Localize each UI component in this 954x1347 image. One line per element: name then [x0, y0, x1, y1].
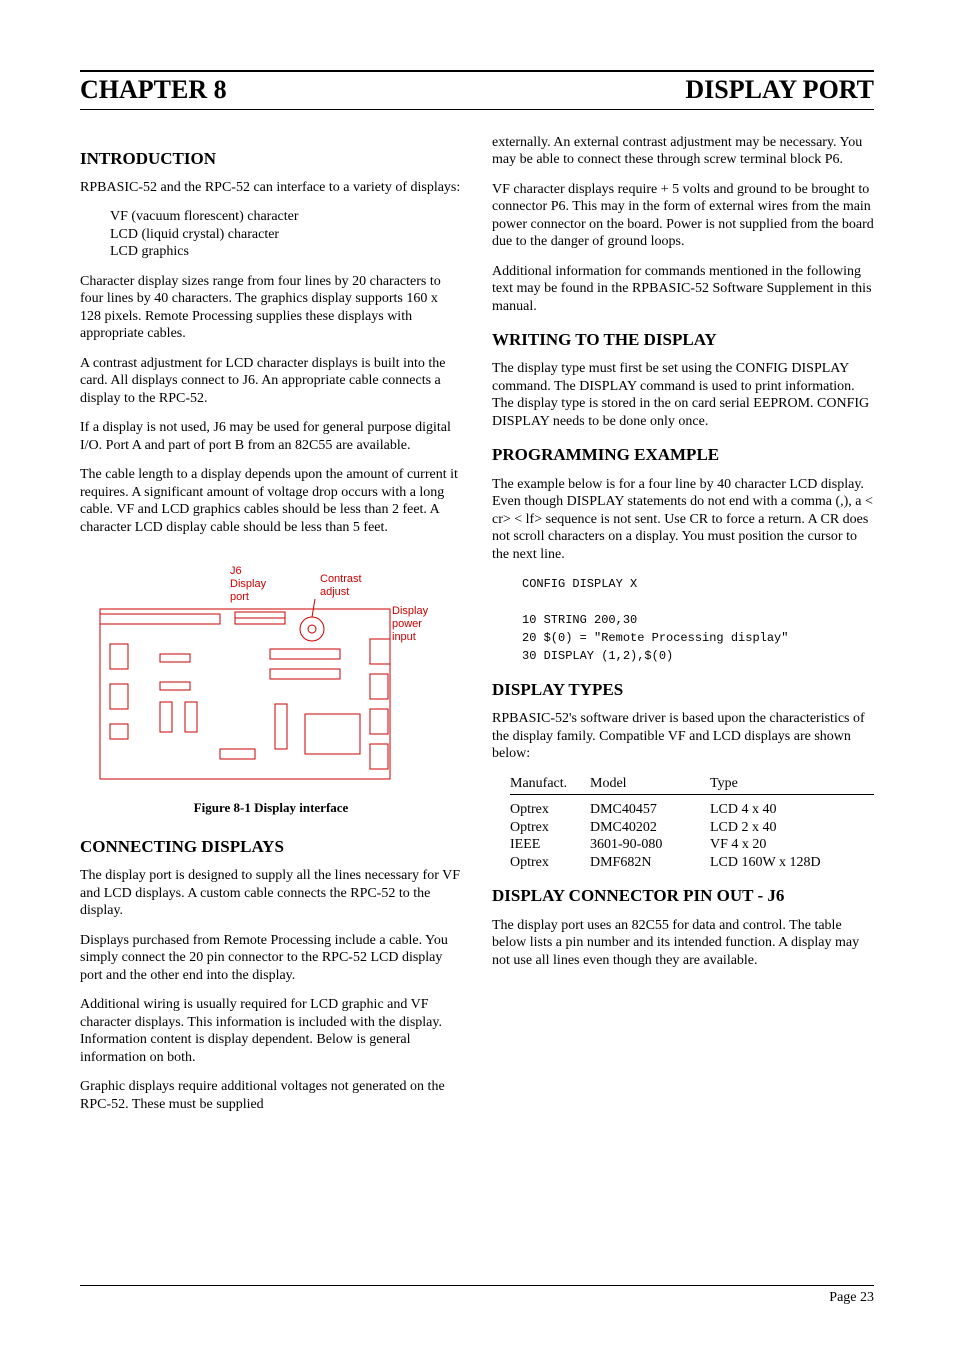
body-text: The cable length to a display depends up… [80, 466, 462, 536]
writing-heading: WRITING TO THE DISPLAY [492, 329, 874, 350]
display-types-heading: DISPLAY TYPES [492, 679, 874, 700]
left-column: INTRODUCTION RPBASIC-52 and the RPC-52 c… [80, 134, 462, 1126]
table-cell: IEEE [510, 836, 590, 854]
body-text: The display type must first be set using… [492, 360, 874, 430]
table-row: Optrex DMC40202 LCD 2 x 40 [510, 819, 874, 837]
body-text: The display port uses an 82C55 for data … [492, 917, 874, 970]
table-cell: DMF682N [590, 854, 710, 872]
table-cell: VF 4 x 20 [710, 836, 874, 854]
connecting-heading: CONNECTING DISPLAYS [80, 836, 462, 857]
code-example: CONFIG DISPLAY X 10 STRING 200,30 20 $(0… [522, 575, 874, 665]
table-row: Optrex DMF682N LCD 160W x 128D [510, 854, 874, 872]
table-cell: Optrex [510, 819, 590, 837]
list-item: VF (vacuum florescent) character [110, 208, 462, 226]
introduction-heading: INTRODUCTION [80, 148, 462, 169]
figure-caption: Figure 8-1 Display interface [80, 800, 462, 816]
table-cell: Optrex [510, 801, 590, 819]
body-text: VF character displays require + 5 volts … [492, 181, 874, 251]
table-header: Type [710, 775, 874, 793]
diagram-label: port [230, 591, 249, 603]
body-text: If a display is not used, J6 may be used… [80, 419, 462, 454]
table-row: Optrex DMC40457 LCD 4 x 40 [510, 801, 874, 819]
list-item: LCD graphics [110, 243, 462, 261]
diagram-label: adjust [320, 586, 349, 598]
body-text: RPBASIC-52 and the RPC-52 can interface … [80, 179, 462, 197]
body-text: Character display sizes range from four … [80, 273, 462, 343]
table-cell: LCD 160W x 128D [710, 854, 874, 872]
table-cell: LCD 4 x 40 [710, 801, 874, 819]
body-text: RPBASIC-52's software driver is based up… [492, 710, 874, 763]
table-row: IEEE 3601-90-080 VF 4 x 20 [510, 836, 874, 854]
display-types-table: Manufact. Model Type Optrex DMC40457 LCD… [510, 775, 874, 872]
body-text: Displays purchased from Remote Processin… [80, 932, 462, 985]
chapter-header: CHAPTER 8 DISPLAY PORT [80, 70, 874, 110]
diagram-label: power [392, 618, 422, 630]
body-text: The example below is for a four line by … [492, 476, 874, 564]
chapter-number: CHAPTER 8 [80, 74, 227, 107]
table-cell: LCD 2 x 40 [710, 819, 874, 837]
diagram-label: Display [392, 605, 429, 617]
table-header: Model [590, 775, 710, 793]
body-text: externally. An external contrast adjustm… [492, 134, 874, 169]
right-column: externally. An external contrast adjustm… [492, 134, 874, 1126]
list-item: LCD (liquid crystal) character [110, 226, 462, 244]
body-text: A contrast adjustment for LCD character … [80, 355, 462, 408]
chapter-title: DISPLAY PORT [685, 74, 874, 107]
diagram-label: J6 [230, 565, 242, 577]
body-text: The display port is designed to supply a… [80, 867, 462, 920]
table-header: Manufact. [510, 775, 590, 793]
table-cell: DMC40202 [590, 819, 710, 837]
diagram-label: Display [230, 578, 267, 590]
table-cell: Optrex [510, 854, 590, 872]
body-text: Additional information for commands ment… [492, 263, 874, 316]
page-number: Page 23 [80, 1286, 874, 1307]
diagram-label: input [392, 631, 416, 643]
display-type-list: VF (vacuum florescent) character LCD (li… [110, 208, 462, 261]
diagram-label: Contrast [320, 573, 362, 585]
body-text: Graphic displays require additional volt… [80, 1078, 462, 1113]
table-cell: DMC40457 [590, 801, 710, 819]
figure-diagram: J6 Display port Contrast adjust Display … [90, 554, 462, 790]
body-text: Additional wiring is usually required fo… [80, 996, 462, 1066]
pinout-heading: DISPLAY CONNECTOR PIN OUT - J6 [492, 885, 874, 906]
table-cell: 3601-90-080 [590, 836, 710, 854]
programming-heading: PROGRAMMING EXAMPLE [492, 444, 874, 465]
